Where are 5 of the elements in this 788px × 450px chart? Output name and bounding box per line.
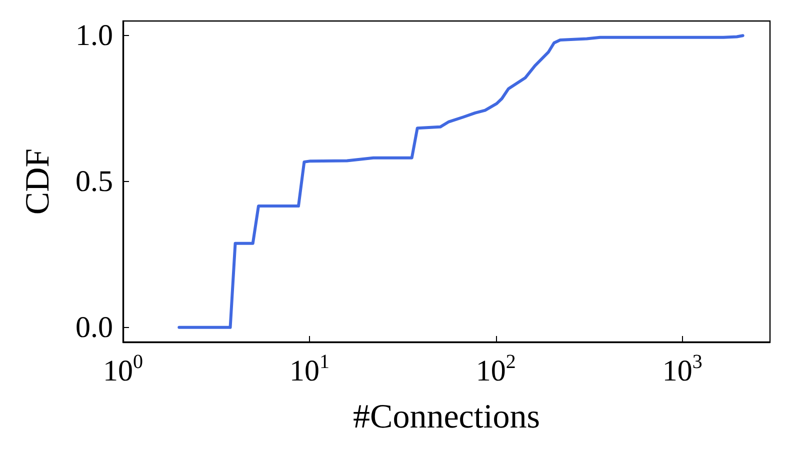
y-tick-label: 0.5	[76, 165, 113, 198]
y-tick-label: 1.0	[76, 19, 113, 52]
y-tick-label: 0.0	[76, 310, 113, 344]
y-axis-title: CDF	[20, 148, 56, 215]
x-axis-title: #Connections	[353, 398, 540, 436]
